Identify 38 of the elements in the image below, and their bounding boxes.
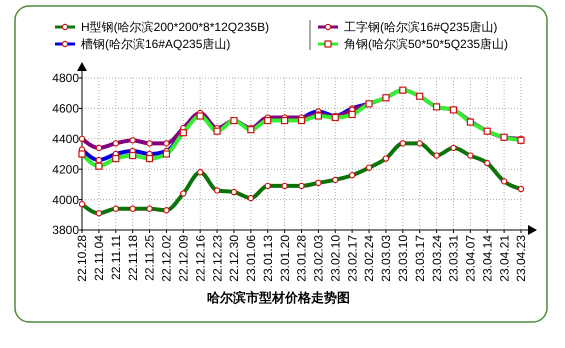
x-tick-label: 23.02.24	[362, 234, 376, 282]
y-tick-label: 4400	[52, 132, 80, 146]
x-tick-label: 23.02.10	[328, 234, 342, 282]
legend-label: 角钢(哈尔滨50*50*5Q235唐山)	[344, 37, 508, 52]
x-tick-label: 23.03.31	[446, 234, 461, 282]
x-tick-label: 23.03.24	[430, 234, 444, 282]
x-tick-label: 22.11.25	[142, 234, 157, 281]
x-tick-label: 23.01.13	[260, 234, 275, 282]
x-tick-label: 22.12.30	[227, 234, 242, 282]
y-tick-label: 4000	[52, 192, 80, 207]
x-tick-label: 22.11.04	[92, 234, 106, 281]
text: 哈尔滨市型材价格走势图	[207, 290, 350, 305]
x-tick-label: 22.12.23	[210, 234, 224, 282]
x-tick-label: 23.02.17	[345, 234, 360, 282]
legend-label: 槽钢(哈尔滨16#AQ235唐山)	[81, 37, 230, 52]
x-tick-label: 22.12.09	[176, 234, 191, 282]
legend-label: 工字钢(哈尔滨16#Q235唐山)	[344, 20, 498, 34]
y-tick-label: 3800	[52, 223, 80, 238]
x-tick-label: 22.10.28	[75, 234, 90, 282]
x-tick-label: 22.12.02	[160, 234, 174, 282]
y-tick-label: 4200	[52, 162, 80, 176]
x-tick-label: 23.01.28	[294, 234, 309, 282]
x-tick-label: 23.03.10	[396, 234, 410, 282]
x-tick-label: 23.04.14	[480, 234, 494, 282]
x-tick-label: 23.01.20	[278, 234, 292, 282]
x-tick-label: 23.03.17	[412, 234, 427, 282]
y-tick-label: 4600	[52, 102, 80, 116]
x-tick-label: 22.12.16	[193, 234, 208, 282]
x-tick-label: 23.04.21	[497, 234, 512, 282]
x-tick-label: 22.11.18	[126, 234, 140, 281]
x-tick-label: 23.02.03	[312, 234, 326, 282]
x-tick-label: 23.04.07	[464, 234, 478, 282]
x-tick-label: 23.03.03	[379, 234, 394, 282]
x-tick-label: 22.11.11	[108, 234, 123, 280]
x-tick-label: 23.01.06	[244, 234, 258, 282]
y-tick-label: 4800	[52, 71, 80, 86]
x-tick-label: 23.04.23	[514, 234, 528, 282]
legend-label: H型钢(哈尔滨200*200*8*12Q235B)	[81, 20, 270, 34]
